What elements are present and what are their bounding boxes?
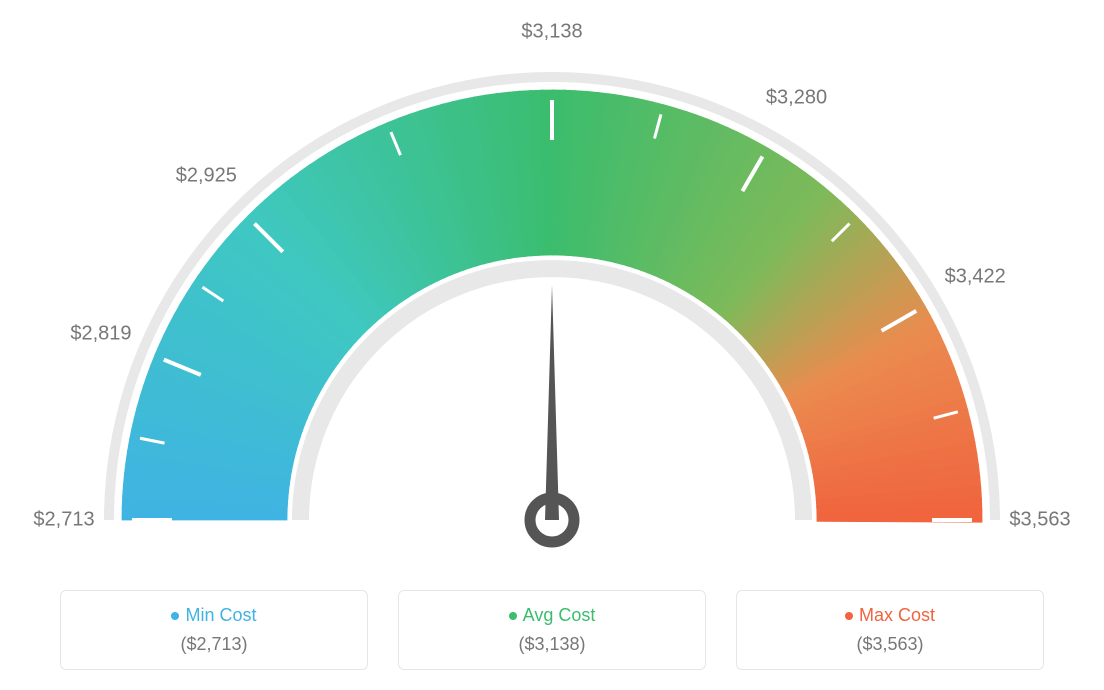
legend-card-max: Max Cost ($3,563) bbox=[736, 590, 1044, 670]
legend-title-text-min: Min Cost bbox=[185, 605, 256, 625]
legend-title-avg: Avg Cost bbox=[409, 605, 695, 626]
gauge-tick-label: $2,819 bbox=[70, 322, 131, 345]
legend-dot-avg bbox=[509, 612, 517, 620]
gauge-tick-label: $3,280 bbox=[766, 86, 827, 109]
gauge-tick-label: $3,138 bbox=[521, 21, 582, 44]
legend-title-text-max: Max Cost bbox=[859, 605, 935, 625]
legend-value-avg: ($3,138) bbox=[409, 634, 695, 655]
gauge-svg bbox=[0, 0, 1104, 560]
legend-dot-max bbox=[845, 612, 853, 620]
legend-dot-min bbox=[171, 612, 179, 620]
legend-card-avg: Avg Cost ($3,138) bbox=[398, 590, 706, 670]
gauge-tick-label: $2,713 bbox=[33, 509, 94, 532]
legend-row: Min Cost ($2,713) Avg Cost ($3,138) Max … bbox=[0, 590, 1104, 670]
gauge-chart: $2,713 $2,819 $2,925 $3,138 $3,280 $3,422 $3,5… bbox=[0, 0, 1104, 560]
legend-value-max: ($3,563) bbox=[747, 634, 1033, 655]
gauge-tick-label: $2,925 bbox=[176, 164, 237, 187]
legend-card-min: Min Cost ($2,713) bbox=[60, 590, 368, 670]
legend-value-min: ($2,713) bbox=[71, 634, 357, 655]
legend-title-min: Min Cost bbox=[71, 605, 357, 626]
legend-title-max: Max Cost bbox=[747, 605, 1033, 626]
gauge-tick-label: $3,563 bbox=[1009, 509, 1070, 532]
gauge-tick-label: $3,422 bbox=[945, 266, 1006, 289]
legend-title-text-avg: Avg Cost bbox=[523, 605, 596, 625]
